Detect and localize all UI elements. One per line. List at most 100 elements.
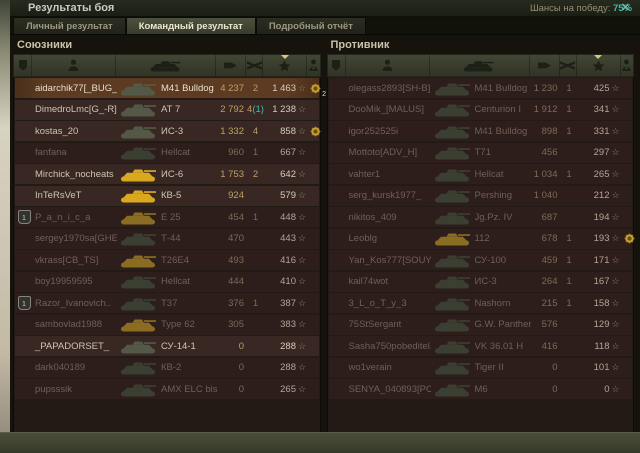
vehicle-name: VK 36.01 H xyxy=(474,340,524,352)
damage-value: 0 xyxy=(552,383,558,395)
vehicle-name: M41 Bulldog xyxy=(161,82,214,94)
tank-icon xyxy=(434,126,470,138)
tank-icon xyxy=(434,212,470,224)
vehicle-name: M41 Bulldog xyxy=(474,125,528,137)
player-row[interactable]: kail74wot ИС-3 264 1 167 ☆ xyxy=(328,271,632,292)
player-name: fanfana xyxy=(35,147,67,158)
vehicle-name: AMX ELC bis xyxy=(161,383,217,395)
player-row[interactable]: Leoblg 112 678 1 193 ☆ xyxy=(328,228,635,249)
player-row[interactable]: Mirchick_nocheats ИС-6 1 753 2 642 ☆ xyxy=(15,164,319,184)
achievement-medal[interactable] xyxy=(308,124,324,139)
header-vehicle-column[interactable] xyxy=(116,55,216,76)
header-frags-column[interactable] xyxy=(246,55,263,76)
damage-value: 215 xyxy=(541,297,558,309)
player-row[interactable]: 1 Razor_Ivanovich.. T37 376 1 387 ☆ xyxy=(15,293,319,313)
achievement-medal[interactable] xyxy=(622,231,638,246)
player-row[interactable]: dark040189 КВ-2 0 288 ☆ xyxy=(15,357,319,378)
player-row[interactable]: serg_kursk1977_ Pershing 1 040 212 ☆ xyxy=(328,185,632,206)
player-name: kostas_20 xyxy=(35,125,79,137)
player-row[interactable]: vahter1 Hellcat 1 034 1 265 ☆ xyxy=(328,164,632,184)
player-row[interactable]: boy19959595 Hellcat 444 410 ☆ xyxy=(15,271,319,292)
vehicle-icon-cell xyxy=(431,145,475,160)
header-player-column[interactable] xyxy=(346,55,430,76)
xp-value: 448 xyxy=(280,211,296,223)
tank-icon xyxy=(434,255,470,267)
xp-star-icon: ☆ xyxy=(297,340,307,351)
player-row[interactable]: 1 P_a_n_i_c_a E 25 454 1 448 ☆ xyxy=(15,207,319,227)
header-achievements-column[interactable] xyxy=(307,55,320,76)
player-row[interactable]: aidarchik77[_BUG_] M41 Bulldog 4 237 2 1 463… xyxy=(15,78,326,98)
close-icon[interactable]: ✕ xyxy=(620,1,630,14)
player-row[interactable]: pupsssik AMX ELC bis 0 265 ☆ xyxy=(15,379,319,399)
xp-star-icon: ☆ xyxy=(297,233,307,243)
xp-value: 0 xyxy=(604,383,610,395)
tab-bar: Личный результат Командный результат Подро… xyxy=(10,17,640,35)
player-row[interactable]: Yan_Kos777[SOUYZ] СУ-100 459 1 171☆ xyxy=(328,250,632,270)
frags-value: 1 xyxy=(566,125,572,137)
player-row[interactable]: nikitos_409 Jg.Pz. IV 687 194 ☆ xyxy=(328,207,632,227)
xp-value: 212 xyxy=(593,190,610,201)
header-frags-column[interactable] xyxy=(560,55,577,76)
header-platoon-column[interactable] xyxy=(328,55,346,76)
frags-value: 1 xyxy=(566,233,572,244)
player-row[interactable]: _PAPADORSET_ СУ-14-1 0 288 ☆ xyxy=(15,336,319,356)
player-row[interactable]: 3_L_o_T_y_3 Nashorn 215 1 158 ☆ xyxy=(328,293,632,313)
header-platoon-column[interactable] xyxy=(14,55,32,76)
player-row[interactable]: sambovlad1988 Type 62 305 383 ☆ xyxy=(15,314,319,335)
vehicle-name: ИС-6 xyxy=(161,168,184,180)
vehicle-icon-cell xyxy=(117,274,161,289)
header-xp-column[interactable] xyxy=(577,55,621,76)
achievement-medal[interactable]: 2 xyxy=(308,81,326,98)
xp-column-icon xyxy=(592,59,604,71)
tab-0[interactable]: Личный результат xyxy=(13,17,126,34)
player-row[interactable]: olegass2893[SH-B] M41 Bulldog 1 230 1 425 ☆ xyxy=(328,78,632,98)
player-row[interactable]: InTeRsVeT КВ-5 924 579 ☆ xyxy=(15,185,319,206)
vehicle-name: Centurion I xyxy=(474,104,521,115)
vehicle-name: Hellcat xyxy=(161,147,191,158)
player-row[interactable]: Sasha750pobeditel.. VK 36.01 H 416 118 ☆ xyxy=(328,336,632,356)
tank-icon xyxy=(434,190,470,203)
player-row[interactable]: sergey1970sa[GHEM] Т-44 470 443☆ xyxy=(15,228,319,249)
achievement-cell xyxy=(308,124,324,139)
player-row[interactable]: kostas_20 ИС-3 1 332 4 858 ☆ xyxy=(15,121,321,141)
xp-star-icon: ☆ xyxy=(297,276,307,286)
xp-value: 667 xyxy=(280,147,296,158)
header-vehicle-column[interactable] xyxy=(430,55,530,76)
tab-1[interactable]: Командный результат xyxy=(125,17,256,34)
allies-panel: Союзники aidarchik77[_BUG_] M41 Bulldog 4 … xyxy=(13,37,326,436)
vehicle-icon-cell xyxy=(431,274,475,289)
tank-icon xyxy=(121,104,156,117)
player-name: aidarchik77[_BUG_] xyxy=(35,82,117,94)
player-name: Yan_Kos777[SOUYZ] xyxy=(348,254,431,266)
frags-column-icon xyxy=(560,61,575,70)
player-row[interactable]: DooMik_[MALUS] Centurion I 1 912 1 341 ☆ xyxy=(328,99,632,120)
player-row[interactable]: wo1verain Tiger II 0 101 ☆ xyxy=(328,357,632,378)
vehicle-name: КВ-5 xyxy=(161,190,182,201)
frags-value: 1 xyxy=(566,254,572,266)
player-row[interactable]: vkrass[CB_TS] T26E4 493 416 ☆ xyxy=(15,250,319,270)
vehicle-name: Hellcat xyxy=(161,276,191,287)
vehicle-name: Tiger II xyxy=(474,362,504,373)
header-damage-column[interactable] xyxy=(530,55,560,76)
player-row[interactable]: 75StSergant G.W. Panther 576 129 ☆ xyxy=(328,314,632,335)
xp-star-icon: ☆ xyxy=(611,362,620,372)
player-name: Mottoto[ADV_H] xyxy=(348,147,418,158)
player-row[interactable]: DimedroLmc[G_-R] АТ 7 2 792 4(1) 1 238 ☆ xyxy=(15,99,319,120)
player-row[interactable]: fanfana Hellcat 960 1 667 ☆ xyxy=(15,142,319,163)
player-name: Razor_Ivanovich.. xyxy=(35,297,112,309)
player-row[interactable]: Mottoto[ADV_H] T71 456 297 ☆ xyxy=(328,142,632,163)
achievements-column-icon xyxy=(308,59,318,71)
frags-value: 1 xyxy=(252,211,259,223)
header-xp-column[interactable] xyxy=(263,55,307,76)
header-player-column[interactable] xyxy=(32,55,116,76)
damage-value: 1 912 xyxy=(533,104,558,115)
header-damage-column[interactable] xyxy=(216,55,246,76)
vehicle-icon-cell xyxy=(431,188,475,203)
player-row[interactable]: igor252525i M41 Bulldog 898 1 331 ☆ xyxy=(328,121,632,141)
header-achievements-column[interactable] xyxy=(621,55,634,76)
medal-count: 2 xyxy=(322,90,326,98)
tab-2[interactable]: Подробный отчёт xyxy=(255,17,366,34)
xp-value: 410 xyxy=(280,276,296,287)
achievement-cell xyxy=(622,231,638,246)
